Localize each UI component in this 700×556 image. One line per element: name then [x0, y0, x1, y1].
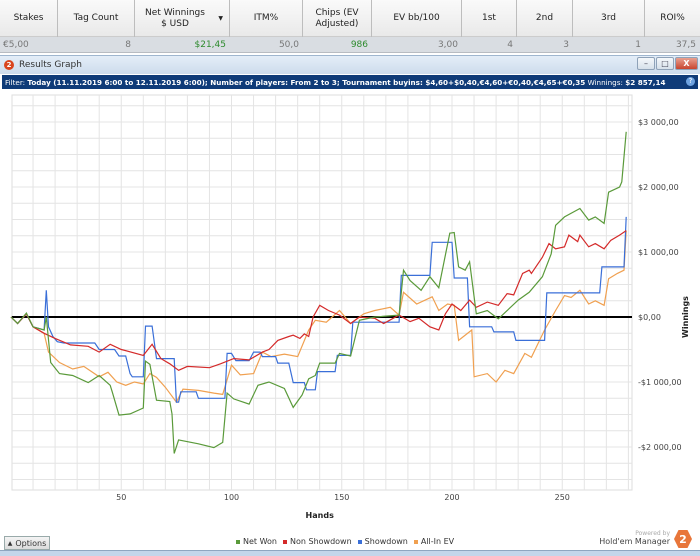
- column-header-ev-bb100[interactable]: EV bb/100: [372, 0, 462, 37]
- column-header-2nd[interactable]: 2nd: [517, 0, 573, 37]
- column-header-chips-ev[interactable]: Chips (EV Adjusted): [303, 0, 372, 37]
- legend-swatch: [413, 539, 418, 544]
- y-tick-label: $2 000,00: [638, 183, 679, 192]
- results-graph: 50 100 150 200 250 $3 000,00 $2 000,00 $1 000,0…: [10, 94, 690, 520]
- y-tick-label: $0,00: [638, 313, 661, 322]
- bottom-bar: [0, 550, 700, 556]
- holdem-manager-logo-icon: 2: [674, 530, 692, 548]
- filter-winnings: $2 857,14: [625, 77, 666, 87]
- chart-legend: Net Won Non Showdown Showdown All-In EV: [236, 537, 454, 546]
- cell-chips-ev: 986: [350, 40, 368, 50]
- legend-label: Non Showdown: [290, 537, 352, 546]
- stats-table-header: Stakes Tag Count Net Winnings $ USD ▼ ITM…: [0, 0, 700, 37]
- close-button[interactable]: X: [675, 57, 698, 70]
- column-header-1st[interactable]: 1st: [462, 0, 517, 37]
- y-tick-label: -$1 000,00: [638, 378, 682, 387]
- options-button[interactable]: ▲ Options: [4, 536, 50, 550]
- legend-item[interactable]: All-In EV: [413, 537, 455, 546]
- column-header-3rd[interactable]: 3rd: [573, 0, 645, 37]
- legend-swatch: [357, 539, 362, 544]
- x-tick-label: 150: [334, 493, 349, 502]
- cell-itm: 50,0: [278, 40, 299, 50]
- legend-item[interactable]: Showdown: [357, 537, 408, 546]
- filter-text: Today (11.11.2019 6:00 to 12.11.2019 6:0…: [27, 77, 586, 87]
- y-tick-label: $1 000,00: [638, 248, 679, 257]
- window-title: Results Graph: [19, 60, 82, 70]
- y-tick-label: -$2 000,00: [638, 443, 682, 452]
- legend-item[interactable]: Non Showdown: [283, 537, 352, 546]
- column-header-tag-count[interactable]: Tag Count: [58, 0, 135, 37]
- column-header-roi[interactable]: ROI%: [660, 13, 685, 23]
- series-line-net-won: [10, 131, 627, 454]
- column-header-stakes[interactable]: Stakes: [0, 0, 58, 37]
- cell-net-winnings: $21,45: [194, 40, 227, 50]
- x-tick-label: 250: [555, 493, 570, 502]
- series-line-showdown: [10, 216, 627, 403]
- chevron-up-icon: ▲: [7, 539, 13, 547]
- legend-item[interactable]: Net Won: [236, 537, 277, 546]
- app-logo-icon: 2: [4, 60, 14, 70]
- y-axis-label: Winnings: [681, 296, 690, 338]
- column-header-net-winnings[interactable]: Net Winnings $ USD ▼: [135, 0, 230, 37]
- legend-label: Net Won: [243, 537, 277, 546]
- help-icon[interactable]: ?: [686, 77, 695, 86]
- window-title-bar[interactable]: 2 Results Graph – □ X: [0, 55, 700, 74]
- x-axis-label: Hands: [306, 511, 335, 520]
- y-tick-label: $3 000,00: [638, 118, 679, 127]
- series-line-non-showdown: [10, 230, 627, 371]
- restore-button[interactable]: □: [656, 57, 674, 70]
- filter-bar[interactable]: Filter: Today (11.11.2019 6:00 to 12.11.…: [2, 75, 698, 89]
- cell-ev-bb100: 3,00: [437, 40, 458, 50]
- table-row[interactable]: €5,00 8 $21,45 50,0 986 3,00 4 3 1 37,5: [0, 37, 700, 53]
- x-tick-label: 100: [224, 493, 239, 502]
- cell-3rd: 1: [635, 40, 641, 50]
- minimize-button[interactable]: –: [637, 57, 655, 70]
- cell-1st: 4: [507, 40, 513, 50]
- sort-desc-icon: ▼: [218, 15, 223, 22]
- cell-tag-count: 8: [125, 40, 131, 50]
- powered-by: Powered by Hold'em Manager: [599, 530, 670, 546]
- x-tick-label: 200: [444, 493, 459, 502]
- series-line-all-in-ev: [10, 230, 627, 404]
- legend-swatch: [283, 539, 287, 544]
- column-header-itm[interactable]: ITM%: [230, 0, 303, 37]
- cell-2nd: 3: [563, 40, 569, 50]
- legend-label: All-In EV: [420, 537, 455, 546]
- x-tick-label: 50: [116, 493, 126, 502]
- cell-roi: 37,5: [675, 40, 696, 50]
- cell-stakes: €5,00: [3, 40, 29, 50]
- legend-label: Showdown: [364, 537, 408, 546]
- legend-swatch: [236, 539, 240, 544]
